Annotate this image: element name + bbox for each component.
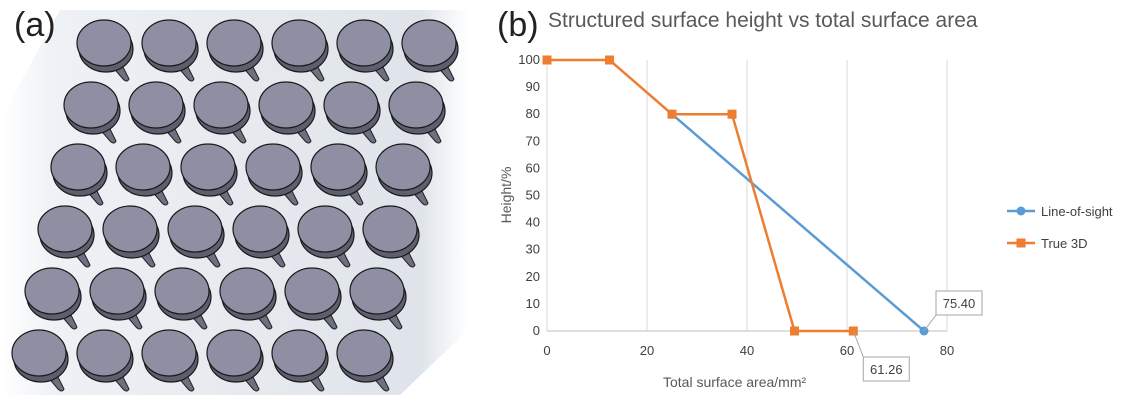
callout-box — [935, 290, 983, 316]
callout-leader — [852, 330, 864, 358]
y-tick-label: 50 — [526, 188, 540, 203]
callout-label: 75.40 — [943, 296, 976, 311]
panel-a-label: (a) — [14, 6, 56, 44]
pillar — [102, 205, 160, 268]
x-tick-label: 80 — [940, 343, 954, 358]
legend-marker — [1016, 238, 1026, 248]
legend-marker — [1016, 206, 1026, 216]
pillar — [323, 81, 381, 144]
pillar — [128, 81, 186, 144]
data-point — [605, 55, 614, 65]
series-line-line-of-sight — [671, 113, 925, 332]
chart-title: Structured surface height vs total surfa… — [548, 9, 978, 32]
legend-label: Line-of-sight — [1041, 204, 1113, 219]
pillar — [50, 143, 108, 206]
line-chart: Structured surface height vs total surfa… — [498, 9, 1113, 390]
y-tick-label: 60 — [526, 160, 540, 175]
x-tick-label: 40 — [740, 343, 754, 358]
pillar — [76, 19, 134, 82]
y-tick-label: 0 — [533, 323, 540, 338]
pillar — [206, 19, 264, 82]
y-tick-label: 90 — [526, 79, 540, 94]
callout-label: 61.26 — [870, 362, 903, 377]
pillar — [258, 81, 316, 144]
data-point — [667, 109, 677, 119]
callout-box — [862, 356, 910, 382]
pillar-array-image — [0, 10, 468, 395]
pillar — [167, 205, 225, 268]
data-point — [727, 109, 737, 119]
pillar — [63, 81, 121, 144]
legend-label: True 3D — [1041, 236, 1087, 251]
pillar — [271, 329, 329, 392]
x-axis-label: Total surface area/mm² — [663, 374, 806, 390]
y-tick-label: 30 — [526, 242, 540, 257]
pillar — [271, 19, 329, 82]
pillar — [284, 267, 342, 330]
pillar — [336, 19, 394, 82]
pillar — [219, 267, 277, 330]
pillar — [141, 329, 199, 392]
pillar — [37, 205, 95, 268]
pillar — [310, 143, 368, 206]
pillar — [375, 143, 433, 206]
data-point — [542, 55, 552, 65]
pillar — [193, 81, 251, 144]
y-tick-label: 70 — [526, 133, 540, 148]
data-point — [790, 326, 799, 336]
callout-leader — [923, 314, 937, 332]
y-tick-label: 20 — [526, 269, 540, 284]
pillar — [76, 329, 134, 392]
pillar — [141, 19, 199, 82]
y-axis-label: Height/% — [498, 167, 514, 224]
pillar — [24, 267, 82, 330]
panel-b-label: (b) — [497, 6, 539, 44]
y-tick-label: 10 — [526, 296, 540, 311]
pillar — [206, 329, 264, 392]
pillar — [115, 143, 173, 206]
pillar — [362, 205, 420, 268]
pillar — [245, 143, 303, 206]
y-tick-label: 80 — [526, 106, 540, 121]
pillar — [89, 267, 147, 330]
x-tick-label: 0 — [543, 343, 550, 358]
x-tick-label: 20 — [640, 343, 654, 358]
pillar — [336, 329, 394, 392]
pillar — [297, 205, 355, 268]
pillar-array-render — [0, 0, 470, 399]
pillar — [154, 267, 212, 330]
pillar — [349, 267, 407, 330]
series-line-true-3d — [547, 58, 854, 333]
pillar — [232, 205, 290, 268]
pillar — [388, 81, 446, 144]
pillar — [401, 19, 459, 82]
y-tick-label: 40 — [526, 215, 540, 230]
y-tick-label: 100 — [518, 52, 540, 67]
x-tick-label: 60 — [840, 343, 854, 358]
pillar — [180, 143, 238, 206]
pillar — [11, 329, 69, 392]
